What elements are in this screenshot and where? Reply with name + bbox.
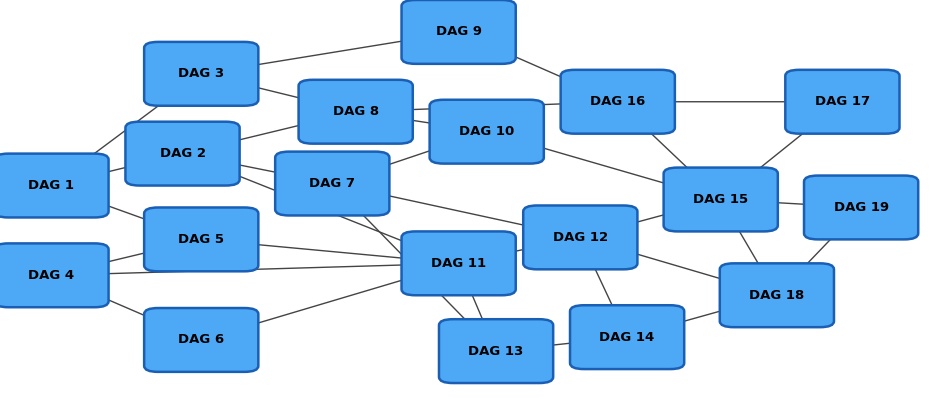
FancyBboxPatch shape <box>570 305 684 369</box>
Text: DAG 15: DAG 15 <box>694 193 748 206</box>
Text: DAG 16: DAG 16 <box>590 95 646 108</box>
FancyBboxPatch shape <box>125 122 240 186</box>
Text: DAG 9: DAG 9 <box>435 26 482 38</box>
FancyBboxPatch shape <box>804 176 918 239</box>
FancyBboxPatch shape <box>720 263 834 327</box>
FancyBboxPatch shape <box>402 0 516 64</box>
FancyBboxPatch shape <box>0 243 109 307</box>
Text: DAG 8: DAG 8 <box>332 105 379 118</box>
FancyBboxPatch shape <box>561 70 675 134</box>
Text: DAG 18: DAG 18 <box>749 289 805 302</box>
Text: DAG 5: DAG 5 <box>178 233 225 246</box>
FancyBboxPatch shape <box>402 231 516 295</box>
FancyBboxPatch shape <box>785 70 899 134</box>
FancyBboxPatch shape <box>523 205 637 269</box>
Text: DAG 4: DAG 4 <box>28 269 75 282</box>
FancyBboxPatch shape <box>275 152 389 215</box>
Text: DAG 12: DAG 12 <box>553 231 607 244</box>
FancyBboxPatch shape <box>144 42 258 106</box>
FancyBboxPatch shape <box>439 319 553 383</box>
Text: DAG 13: DAG 13 <box>468 345 524 358</box>
FancyBboxPatch shape <box>299 80 413 144</box>
Text: DAG 6: DAG 6 <box>178 334 225 346</box>
Text: DAG 19: DAG 19 <box>834 201 888 214</box>
FancyBboxPatch shape <box>664 168 778 231</box>
Text: DAG 11: DAG 11 <box>431 257 486 270</box>
FancyBboxPatch shape <box>144 207 258 271</box>
Text: DAG 17: DAG 17 <box>815 95 870 108</box>
Text: DAG 10: DAG 10 <box>459 125 515 138</box>
Text: DAG 2: DAG 2 <box>159 147 206 160</box>
FancyBboxPatch shape <box>0 154 109 217</box>
Text: DAG 3: DAG 3 <box>178 67 225 80</box>
Text: DAG 7: DAG 7 <box>309 177 356 190</box>
FancyBboxPatch shape <box>430 100 544 164</box>
Text: DAG 1: DAG 1 <box>28 179 75 192</box>
Text: DAG 14: DAG 14 <box>599 331 655 344</box>
FancyBboxPatch shape <box>144 308 258 372</box>
